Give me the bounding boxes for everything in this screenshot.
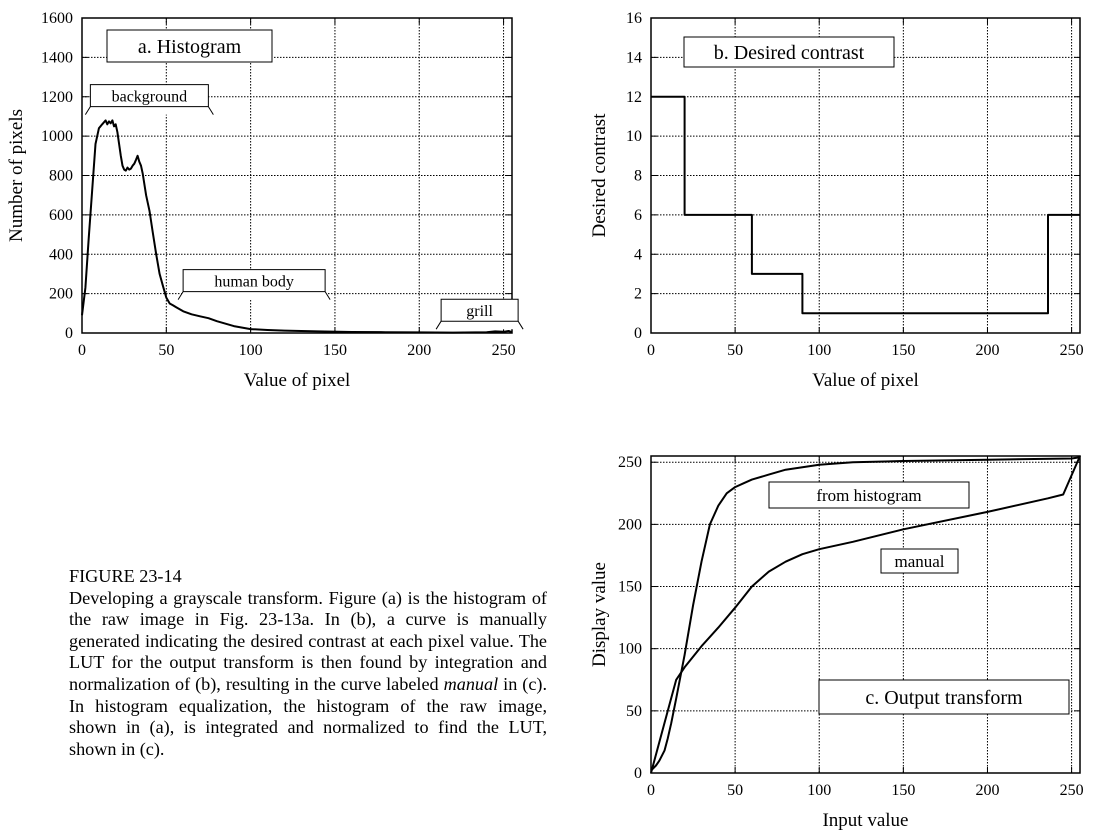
y-tick-label: 400 bbox=[49, 246, 73, 263]
annotation-bracket bbox=[435, 298, 524, 330]
series-label: from histogram bbox=[816, 486, 921, 505]
y-tick-label: 800 bbox=[49, 168, 73, 185]
x-tick-label: 50 bbox=[727, 342, 743, 359]
x-tick-label: 200 bbox=[975, 782, 999, 799]
range-annotation: grill bbox=[435, 298, 524, 330]
y-tick-label: 1600 bbox=[41, 10, 73, 27]
series-line-1 bbox=[81, 119, 513, 334]
x-tick-label: 200 bbox=[407, 342, 431, 359]
x-axis-label: Value of pixel bbox=[812, 370, 919, 391]
x-tick-label: 250 bbox=[1060, 342, 1084, 359]
series-label-box bbox=[768, 481, 970, 509]
y-axis-label: Number of pixels bbox=[6, 109, 27, 242]
x-tick-label: 0 bbox=[78, 342, 86, 359]
x-tick-label: 0 bbox=[647, 342, 655, 359]
y-tick-label: 1000 bbox=[41, 128, 73, 145]
x-tick-label: 100 bbox=[239, 342, 263, 359]
x-tick-label: 250 bbox=[492, 342, 516, 359]
y-axis-label: Desired contrast bbox=[589, 113, 610, 238]
x-axis-label: Value of pixel bbox=[244, 370, 351, 391]
x-tick-label: 150 bbox=[891, 342, 915, 359]
y-tick-label: 10 bbox=[626, 128, 642, 145]
chart-title-box bbox=[683, 36, 895, 68]
x-axis-label: Input value bbox=[822, 810, 908, 831]
figure-caption: FIGURE 23-14 Developing a grayscale tran… bbox=[69, 566, 547, 760]
series-label-box bbox=[880, 548, 959, 574]
y-tick-label: 0 bbox=[634, 765, 642, 782]
x-tick-label: 150 bbox=[323, 342, 347, 359]
y-tick-label: 50 bbox=[626, 703, 642, 720]
series-label: manual bbox=[894, 552, 944, 571]
y-tick-label: 200 bbox=[618, 516, 642, 533]
y-tick-label: 1400 bbox=[41, 49, 73, 66]
x-tick-label: 100 bbox=[807, 342, 831, 359]
chart-title: c. Output transform bbox=[865, 687, 1023, 709]
x-tick-label: 50 bbox=[727, 782, 743, 799]
x-tick-label: 250 bbox=[1060, 782, 1084, 799]
y-tick-label: 16 bbox=[626, 10, 642, 27]
range-annotation: background bbox=[84, 84, 214, 115]
chart-a: 0 50 100 150 200 250 0 200 400 600 800 1000 1200 1400… bbox=[6, 10, 524, 391]
x-tick-label: 150 bbox=[891, 782, 915, 799]
y-tick-label: 6 bbox=[634, 207, 642, 224]
y-tick-label: 2 bbox=[634, 286, 642, 303]
figure-label: FIGURE 23-14 bbox=[69, 566, 182, 586]
y-tick-label: 14 bbox=[626, 49, 642, 66]
annotation-label: background bbox=[112, 89, 188, 106]
x-tick-label: 0 bbox=[647, 782, 655, 799]
x-tick-label: 200 bbox=[975, 342, 999, 359]
caption-text-1: Developing a grayscale transform. Figure… bbox=[69, 587, 547, 694]
chart-title: a. Histogram bbox=[138, 36, 242, 58]
y-tick-label: 250 bbox=[618, 454, 642, 471]
chart-title-box bbox=[106, 29, 273, 63]
x-tick-label: 100 bbox=[807, 782, 831, 799]
caption-emphasis: manual bbox=[443, 673, 499, 694]
chart-title: b. Desired contrast bbox=[714, 42, 865, 64]
x-tick-label: 50 bbox=[158, 342, 174, 359]
range-annotation: human body bbox=[177, 269, 331, 300]
y-tick-label: 12 bbox=[626, 89, 642, 106]
annotation-bracket bbox=[84, 84, 214, 115]
y-tick-label: 4 bbox=[634, 246, 642, 263]
chart-b: 0 50 100 150 200 250 0 2 4 6 8 10 12 14 16 Value of pix… bbox=[589, 10, 1084, 391]
y-tick-label: 150 bbox=[618, 579, 642, 596]
annotation-label: human body bbox=[214, 274, 294, 291]
series-line-1 bbox=[650, 456, 1081, 772]
y-axis-label: Display value bbox=[589, 562, 610, 667]
caption-text-2: in (c). In histogram equalization, the h… bbox=[69, 673, 547, 759]
y-tick-label: 600 bbox=[49, 207, 73, 224]
series-line-2 bbox=[650, 455, 1081, 774]
annotation-label: grill bbox=[466, 303, 493, 320]
chart-c: 0 50 100 150 200 250 0 50 100 150 200 250 Input valu… bbox=[589, 454, 1084, 831]
chart-title-box bbox=[818, 679, 1070, 715]
y-tick-label: 0 bbox=[634, 325, 642, 342]
y-tick-label: 8 bbox=[634, 168, 642, 185]
y-tick-label: 100 bbox=[618, 641, 642, 658]
plot-frame bbox=[650, 455, 1081, 774]
y-tick-label: 0 bbox=[65, 325, 73, 342]
y-tick-label: 1200 bbox=[41, 89, 73, 106]
series-line-1 bbox=[651, 95, 1080, 315]
y-tick-label: 200 bbox=[49, 286, 73, 303]
